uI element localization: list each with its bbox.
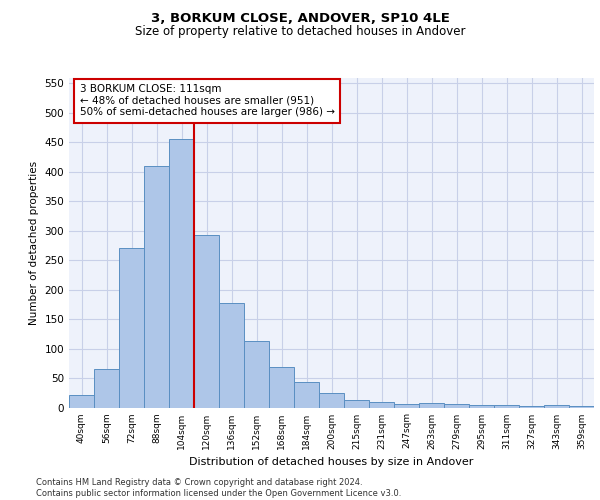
Bar [444, 404, 469, 407]
Bar [519, 406, 544, 407]
X-axis label: Distribution of detached houses by size in Andover: Distribution of detached houses by size … [190, 457, 473, 467]
Bar [369, 402, 394, 407]
Bar [494, 405, 519, 407]
Bar [219, 302, 244, 408]
Bar [69, 394, 94, 407]
Bar [469, 405, 494, 407]
Text: Size of property relative to detached houses in Andover: Size of property relative to detached ho… [135, 25, 465, 38]
Text: Contains HM Land Registry data © Crown copyright and database right 2024.
Contai: Contains HM Land Registry data © Crown c… [36, 478, 401, 498]
Bar [194, 236, 219, 408]
Bar [319, 394, 344, 407]
Text: 3, BORKUM CLOSE, ANDOVER, SP10 4LE: 3, BORKUM CLOSE, ANDOVER, SP10 4LE [151, 12, 449, 26]
Bar [344, 400, 369, 407]
Bar [419, 404, 444, 407]
Bar [119, 248, 144, 408]
Bar [269, 368, 294, 408]
Bar [294, 382, 319, 407]
Text: 3 BORKUM CLOSE: 111sqm
← 48% of detached houses are smaller (951)
50% of semi-de: 3 BORKUM CLOSE: 111sqm ← 48% of detached… [79, 84, 335, 117]
Y-axis label: Number of detached properties: Number of detached properties [29, 160, 39, 324]
Bar [569, 406, 594, 407]
Bar [544, 404, 569, 407]
Bar [144, 166, 169, 408]
Bar [244, 341, 269, 407]
Bar [394, 404, 419, 407]
Bar [94, 369, 119, 408]
Bar [169, 140, 194, 407]
